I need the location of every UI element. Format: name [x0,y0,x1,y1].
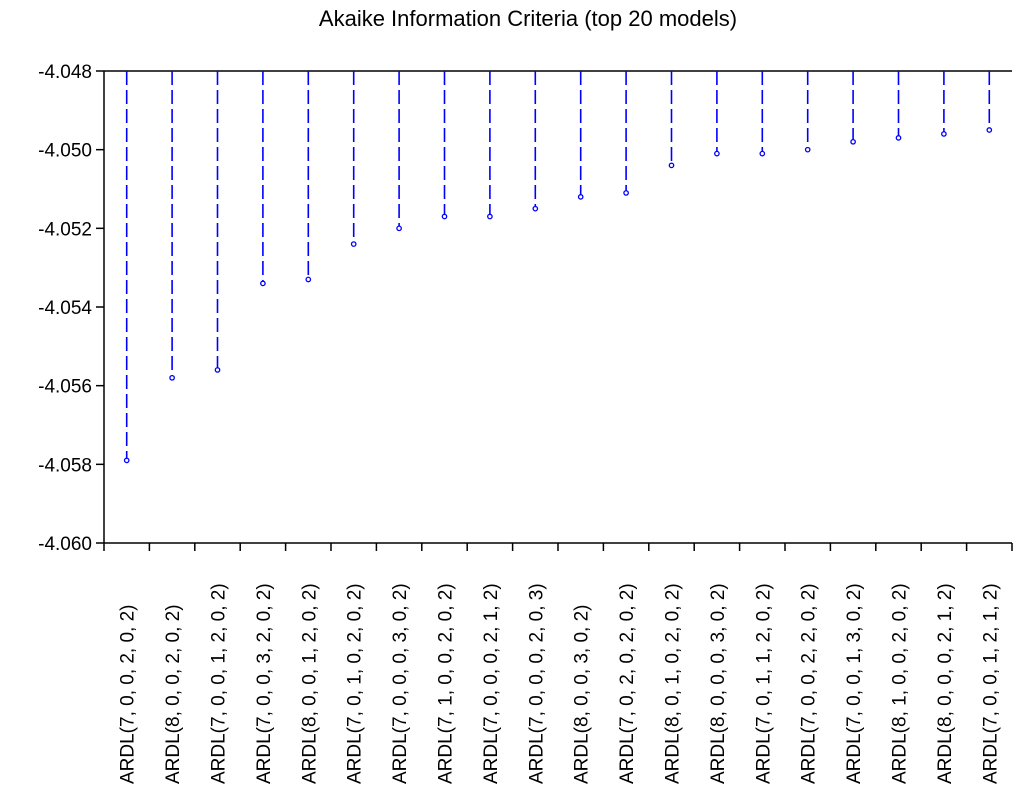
data-point [169,374,175,381]
y-tick-label: -4.050 [38,141,92,162]
marks-layer [123,71,993,464]
data-point [714,150,720,157]
y-tick-label: -4.052 [38,219,92,240]
x-tick-label: ARDL(7, 0, 0, 1, 2, 0, 2) [209,583,230,784]
data-point [260,280,266,287]
data-point [986,127,993,133]
x-tick-label: ARDL(7, 0, 0, 0, 2, 1, 2) [481,583,502,784]
data-point [850,138,856,145]
x-tick-label: ARDL(8, 1, 0, 0, 2, 0, 2) [890,583,911,784]
x-tick-label: ARDL(7, 0, 1, 0, 2, 0, 2) [345,583,366,784]
y-tick-label: -4.054 [38,298,92,319]
x-tick-label: ARDL(8, 0, 1, 0, 2, 0, 2) [663,583,684,784]
data-point [396,225,402,232]
x-tick-label: ARDL(7, 0, 0, 1, 2, 1, 2) [980,583,1001,784]
x-tick-label: ARDL(7, 1, 0, 0, 2, 0, 2) [436,583,457,784]
data-point [759,150,766,157]
x-tick-label: ARDL(7, 0, 1, 1, 2, 0, 2) [753,583,774,784]
data-point [577,194,584,200]
data-point [305,276,312,283]
y-tick-label: -4.058 [38,455,92,476]
data-point [623,190,629,196]
x-tick-label: ARDL(8, 0, 0, 2, 0, 2) [163,604,184,784]
chart-title: Akaike Information Criteria (top 20 mode… [318,6,738,31]
data-point [895,135,902,141]
x-tick-label: ARDL(8, 0, 0, 1, 2, 0, 2) [299,583,320,784]
data-point [214,367,221,373]
x-tick-label: ARDL(8, 0, 0, 0, 2, 1, 2) [935,583,956,784]
data-point [441,213,448,220]
y-tick-label: -4.060 [38,534,92,555]
data-point [532,205,539,212]
labels-layer: -4.060 -4.058 -4.056 -4.054 -4.052 -4.050 -4.0… [38,62,1001,784]
x-tick-label: ARDL(7, 0, 2, 0, 2, 0, 2) [617,583,638,784]
y-tick-label: -4.056 [38,377,92,398]
x-tick-label: ARDL(8, 0, 0, 0, 3, 0, 2) [708,583,729,784]
data-point [487,213,493,220]
data-point [350,241,357,247]
y-tick-label: -4.048 [38,62,92,83]
x-tick-label: ARDL(7, 0, 0, 2, 2, 0, 2) [799,583,820,784]
data-point [668,162,675,169]
data-point [123,457,130,464]
x-tick-label: ARDL(7, 0, 0, 3, 2, 0, 2) [254,583,275,784]
x-tick-label: ARDL(8, 0, 0, 3, 0, 2) [572,604,593,784]
x-tick-label: ARDL(7, 0, 0, 1, 3, 0, 2) [844,583,865,784]
x-tick-label: ARDL(7, 0, 0, 0, 3, 0, 2) [390,583,411,784]
x-tick-label: ARDL(7, 0, 0, 2, 0, 2) [118,604,139,784]
data-point [804,146,811,153]
axes-layer [96,70,1013,551]
data-point [941,131,947,137]
x-tick-label: ARDL(7, 0, 0, 0, 2, 0, 3) [526,583,547,784]
